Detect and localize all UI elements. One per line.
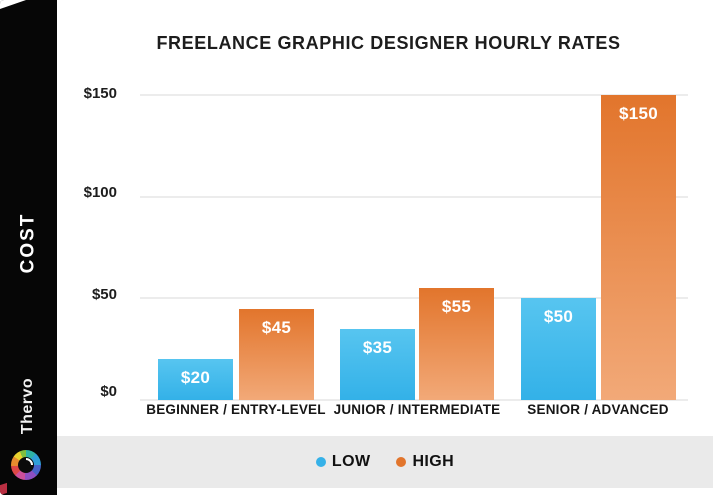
corner-notch — [0, 0, 26, 9]
sidebar: COST Thervo — [0, 0, 57, 495]
bar-high-senior: $150 — [601, 95, 676, 400]
bar-value-label: $50 — [543, 307, 574, 327]
bar-low-junior: $35 — [340, 328, 415, 400]
y-axis-title: COST — [0, 185, 57, 300]
category-label-junior: JUNIOR / INTERMEDIATE — [333, 402, 501, 417]
gridline-100 — [140, 196, 688, 198]
bar-value-label: $45 — [261, 317, 292, 337]
y-tick-150: $150 — [83, 85, 117, 102]
aperture-logo-icon — [11, 450, 41, 480]
legend-dot-low-icon — [315, 457, 326, 467]
legend-label-high: HIGH — [412, 453, 455, 470]
legend-label-low: LOW — [331, 453, 371, 470]
aperture-logo-glint — [16, 455, 36, 475]
legend: LOW HIGH — [57, 436, 713, 488]
legend-item-low: LOW — [315, 453, 371, 471]
y-tick-50: $50 — [91, 286, 117, 303]
aperture-logo-center — [18, 457, 34, 473]
y-tick-0: $0 — [100, 383, 117, 400]
bar-high-beginner: $45 — [239, 308, 314, 400]
gridline-0 — [140, 399, 688, 401]
bar-value-label: $55 — [441, 297, 472, 317]
category-label-beginner: BEGINNER / ENTRY-LEVEL — [146, 402, 326, 417]
category-label-senior: SENIOR / ADVANCED — [527, 402, 669, 417]
brand-name-text: Thervo — [19, 377, 37, 435]
bar-value-label: $150 — [618, 104, 659, 123]
bar-low-beginner: $20 — [158, 359, 233, 400]
bar-low-senior: $50 — [521, 298, 596, 400]
legend-item-high: HIGH — [396, 453, 454, 471]
brand-name: Thervo — [0, 365, 57, 447]
y-axis-title-text: COST — [17, 212, 39, 273]
gridline-150 — [140, 94, 688, 96]
bar-value-label: $20 — [180, 368, 211, 388]
corner-red-mark — [0, 482, 7, 495]
legend-dot-high-icon — [396, 457, 407, 467]
bar-value-label: $35 — [362, 337, 393, 357]
gridline-50 — [140, 297, 688, 299]
chart-title: FREELANCE GRAPHIC DESIGNER HOURLY RATES — [156, 33, 621, 53]
bar-high-junior: $55 — [419, 288, 494, 400]
y-tick-100: $100 — [83, 184, 117, 201]
